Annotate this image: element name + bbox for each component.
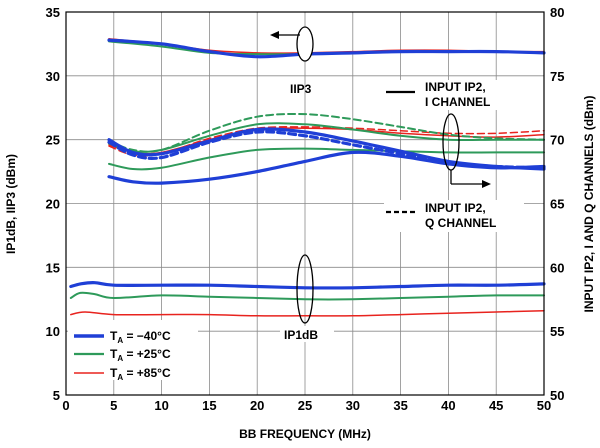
- y-tick-label-left: 35: [46, 5, 60, 20]
- y-tick-label-left: 30: [46, 69, 60, 84]
- plot-frame: [65, 11, 545, 396]
- x-tick-label: 25: [298, 398, 312, 413]
- series-line-ip1db-minus40: [69, 281, 546, 290]
- x-tick-label: 15: [202, 398, 216, 413]
- ip2-i-label-line1: INPUT IP2,: [425, 80, 486, 94]
- ip1db-marker-ellipse: [296, 254, 314, 324]
- x-tick-label: 35: [393, 398, 407, 413]
- x-tick-label: 30: [346, 398, 360, 413]
- y-tick-label-right: 50: [550, 388, 564, 403]
- ip2-i-label-line2: I CHANNEL: [425, 95, 490, 109]
- legend-ip2-i: INPUT IP2, I CHANNEL: [384, 80, 524, 110]
- y-tick-label-right: 75: [550, 69, 564, 84]
- series-line-lower-minus40: [107, 150, 546, 185]
- y-tick-label-right: 60: [550, 260, 564, 275]
- series-line-lower-plus25: [108, 147, 545, 171]
- legend-label-minus40: TA = −40°C: [110, 329, 171, 345]
- y-tick-label-left: 20: [46, 197, 60, 212]
- y-axis-label-left: IP1dB, IIP3 (dBm): [4, 154, 18, 254]
- y-tick-label-right: 65: [550, 197, 564, 212]
- ip2-arrowhead: [482, 180, 491, 188]
- x-tick-label: 0: [62, 398, 69, 413]
- legend: TA = −40°C TA = +25°C TA = +85°C: [68, 320, 198, 382]
- y-tick-label-right: 80: [550, 5, 564, 20]
- x-tick-label: 50: [537, 398, 551, 413]
- tick-labels: 0 5 10 15 20 25 30 35 40 45 5051015202530355055606…: [46, 5, 565, 413]
- y-tick-label-left: 25: [46, 133, 60, 148]
- legend-label-plus85: TA = +85°C: [110, 366, 171, 382]
- series-line-ip1db-plus85: [70, 309, 545, 317]
- ip1db-label-bg: [280, 326, 334, 342]
- x-tick-label: 20: [250, 398, 264, 413]
- y-tick-label-right: 55: [550, 324, 564, 339]
- y-tick-label-left: 15: [46, 260, 60, 275]
- legend-label-plus25: TA = +25°C: [110, 347, 171, 363]
- legend-item-minus40: TA = −40°C: [74, 329, 171, 345]
- legend-bg: [68, 320, 198, 380]
- series-line-ip1db-plus25: [69, 291, 545, 301]
- annotation-ip1db: IP1dB: [280, 254, 334, 342]
- series-lines: [69, 38, 546, 317]
- x-tick-label: 5: [110, 398, 117, 413]
- series-line-ip2-q-plus25: [108, 112, 545, 153]
- x-tick-label: 40: [441, 398, 455, 413]
- iip3-marker-ellipse: [296, 26, 314, 62]
- series-line-iip3-minus40: [107, 38, 546, 59]
- ip2-q-label-line1: INPUT IP2,: [425, 201, 486, 215]
- x-tick-label: 10: [154, 398, 168, 413]
- x-axis-label: BB FREQUENCY (MHz): [239, 427, 371, 441]
- y-tick-label-left: 10: [46, 324, 60, 339]
- legend-item-plus25: TA = +25°C: [74, 347, 171, 363]
- ip2-q-label-line2: Q CHANNEL: [425, 216, 496, 230]
- annotation-iip3: IIP3: [270, 26, 314, 96]
- x-tick-label: 45: [489, 398, 503, 413]
- y-axis-label-right: INPUT IP2, I AND Q CHANNELS (dBm): [582, 96, 596, 313]
- ip1db-label: IP1dB: [284, 328, 318, 342]
- ip2-q-label-bg: [384, 200, 524, 232]
- iip3-label: IIP3: [290, 82, 312, 96]
- legend-item-plus85: TA = +85°C: [74, 366, 171, 382]
- legend-ip2-q: INPUT IP2, Q CHANNEL: [384, 200, 524, 232]
- iip3-arrowhead: [270, 31, 279, 39]
- ip2-i-label-bg: [384, 80, 524, 110]
- annotation-ip2: [442, 113, 491, 188]
- y-tick-label-right: 70: [550, 133, 564, 148]
- y-tick-label-left: 5: [53, 388, 60, 403]
